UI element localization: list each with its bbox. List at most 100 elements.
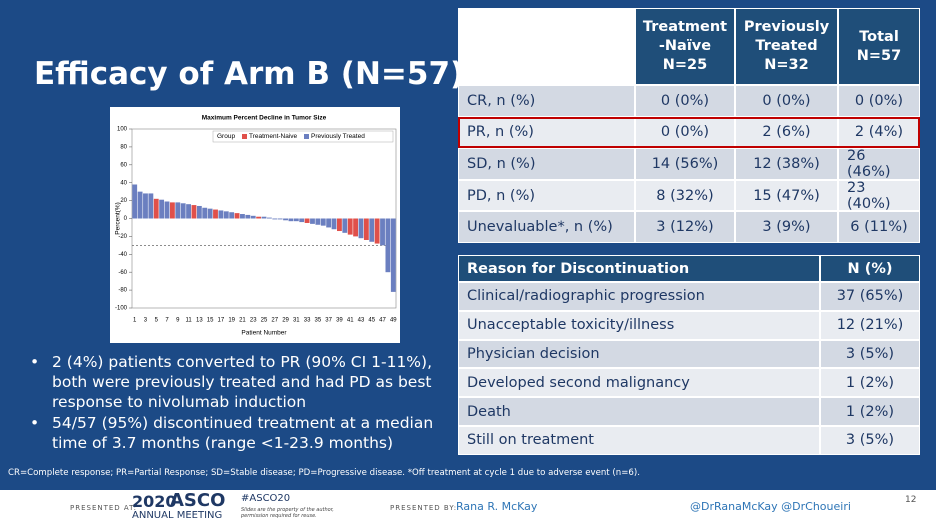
y-tick-label: -60	[118, 270, 127, 276]
discontinuation-table: Reason for Discontinuation N (%) Clinical/…	[458, 255, 920, 455]
y-tick-label: -40	[118, 252, 127, 258]
bullet-text: 54/57 (95%) discontinued treatment at a …	[52, 414, 434, 452]
bar	[250, 215, 256, 219]
header-line: N=32	[764, 57, 809, 73]
y-tick-label: -80	[118, 288, 127, 294]
y-tick-label: 80	[120, 144, 127, 150]
bar	[196, 205, 202, 219]
legend-label: Treatment-Naive	[249, 133, 298, 140]
bar	[299, 218, 305, 223]
x-tick-label: 9	[176, 318, 180, 324]
table-cell: 3 (5%)	[820, 339, 920, 369]
bar	[213, 209, 218, 219]
x-tick-label: 47	[379, 318, 386, 324]
bar	[159, 199, 165, 219]
bar	[369, 218, 375, 242]
bar	[320, 218, 326, 226]
legend-swatch	[242, 134, 247, 139]
notice: Slides are the property of the author, p…	[241, 507, 334, 519]
bar	[256, 216, 262, 219]
bar	[164, 201, 170, 219]
header-cell: N (%)	[820, 255, 920, 282]
x-tick-label: 3	[144, 318, 148, 324]
x-tick-label: 5	[155, 318, 159, 324]
table-cell: 0 (0%)	[838, 85, 920, 117]
table-cell: Clinical/radiographic progression	[458, 282, 820, 311]
bar	[148, 193, 154, 219]
bar	[261, 216, 267, 219]
header-line: N=57	[856, 47, 902, 64]
bar	[175, 202, 181, 219]
header-line: -Naïve	[658, 38, 712, 54]
table-cell: 23 (40%)	[838, 180, 920, 212]
header-cell: Previously Treated N=32	[735, 8, 838, 85]
table-cell: PD, n (%)	[458, 179, 635, 212]
slide-title: Efficacy of Arm B (N=57)	[34, 56, 465, 92]
bar	[304, 218, 310, 223]
y-tick-label: 20	[120, 198, 127, 204]
table-cell: Developed second malignancy	[458, 368, 820, 398]
table-cell: 37 (65%)	[820, 282, 920, 311]
header-line: N=25	[662, 57, 708, 73]
table-cell: CR, n (%)	[458, 85, 635, 117]
footer: PRESENTED AT: 2020 ASCO ANNUAL MEETING #…	[0, 490, 936, 526]
table-cell: 0 (0%)	[735, 85, 838, 117]
y-tick-label: 60	[120, 162, 127, 168]
bar	[137, 191, 143, 219]
x-tick-label: 27	[271, 318, 278, 324]
bar	[374, 218, 380, 244]
table-cell: SD, n (%)	[458, 148, 635, 180]
y-tick-label: -20	[118, 234, 127, 240]
bar	[363, 218, 369, 240]
table-cell: 14 (56%)	[635, 148, 735, 180]
chart: Maximum Percent Decline in Tumor Size -10…	[110, 107, 400, 343]
table-cell: Still on treatment	[458, 426, 820, 455]
bar	[293, 218, 299, 222]
x-tick-label: 11	[185, 318, 192, 324]
header-cell: Reason for Discontinuation	[458, 255, 820, 282]
x-tick-label: 35	[315, 318, 322, 324]
table-cell: 3 (5%)	[820, 426, 920, 455]
bar	[288, 218, 294, 222]
table-cell: 1 (2%)	[820, 397, 920, 426]
header-cell: Total N=57	[838, 8, 920, 85]
table-cell: 12 (21%)	[820, 310, 920, 340]
bar	[331, 218, 337, 230]
bar	[310, 218, 315, 224]
footnote: CR=Complete response; PR=Partial Respons…	[8, 468, 640, 478]
table-cell: Unacceptable toxicity/illness	[458, 310, 820, 340]
bar	[266, 217, 272, 219]
bullet-text: 2 (4%) patients converted to PR (90% CI …	[52, 353, 433, 411]
bar	[380, 218, 385, 246]
x-tick-label: 45	[368, 318, 375, 324]
bar	[143, 193, 148, 219]
y-tick-label: 100	[117, 127, 128, 133]
x-tick-label: 1	[133, 318, 137, 324]
brand-meeting: ANNUAL MEETING	[132, 510, 223, 521]
page-number: 12	[905, 495, 917, 505]
x-tick-label: 21	[239, 318, 246, 324]
bar	[337, 218, 342, 232]
header-line: Total	[859, 28, 899, 45]
bar	[326, 218, 332, 228]
highlight-box	[458, 116, 920, 149]
hashtag: #ASCO20	[241, 493, 291, 504]
bar	[353, 218, 359, 237]
legend: Group Treatment-Naive Previously Treated	[212, 130, 394, 143]
bar	[169, 202, 175, 219]
presented-at: PRESENTED AT:	[70, 504, 138, 512]
table-cell: 6 (11%)	[838, 211, 920, 243]
x-tick-label: 37	[325, 318, 332, 324]
table-cell: 2 (6%)	[735, 116, 838, 149]
x-tick-label: 43	[358, 318, 365, 324]
bullet: • 54/57 (95%) discontinued treatment at a…	[30, 413, 445, 453]
bar	[202, 207, 208, 219]
x-tick-label: 15	[207, 318, 214, 324]
bar	[186, 204, 191, 219]
y-tick-label: 0	[124, 216, 128, 222]
bar	[223, 211, 229, 219]
chart-title: Maximum Percent Decline in Tumor Size	[202, 115, 327, 122]
table-cell: 3 (12%)	[635, 211, 735, 243]
table-cell: Unevaluable*, n (%)	[458, 211, 635, 243]
